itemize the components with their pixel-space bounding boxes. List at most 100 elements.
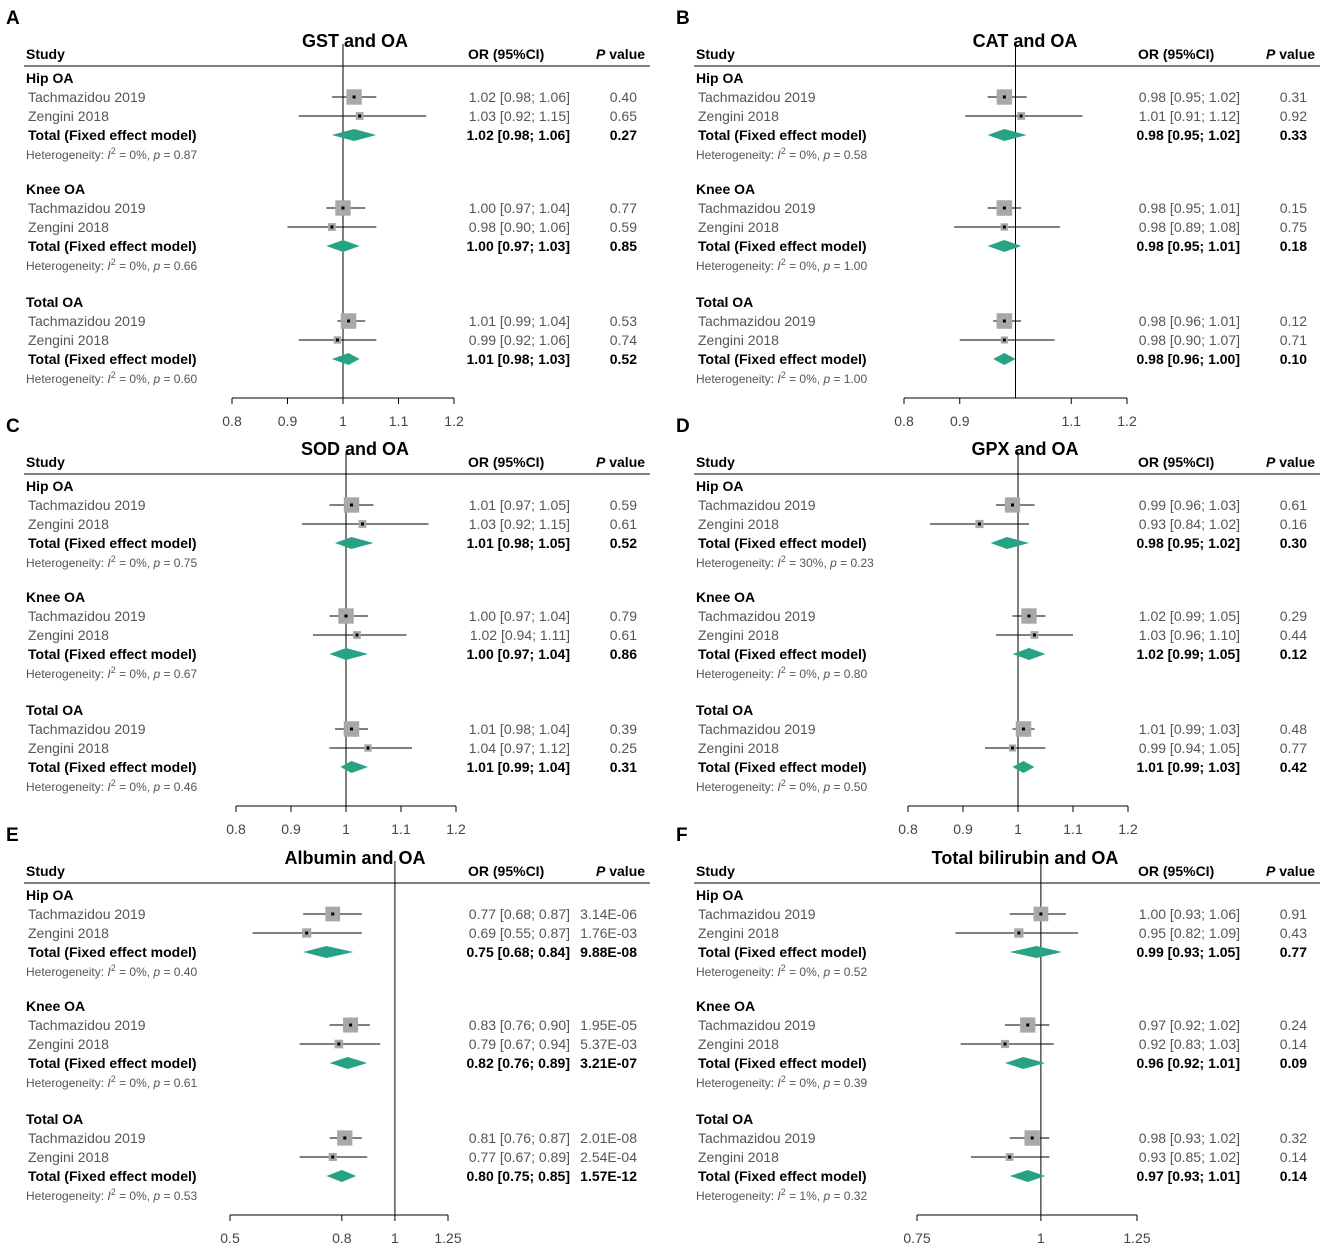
point-estimate: [1003, 339, 1006, 342]
study-or-ci: 0.99 [0.92; 1.06]: [469, 332, 570, 348]
subgroup-heading: Hip OA: [26, 478, 73, 494]
subgroup-heading: Total OA: [696, 702, 753, 718]
point-estimate: [361, 523, 364, 526]
study-name: Zengini 2018: [28, 740, 109, 756]
subgroup-hip-oa: Hip OA Tachmazidou 2019 0.98 [0.95; 1.02] 0…: [696, 70, 1307, 162]
point-estimate: [342, 207, 345, 210]
x-tick-label: 1.2: [444, 413, 464, 429]
header-or: OR (95%CI): [468, 863, 544, 879]
x-tick-label: 1: [342, 821, 350, 837]
summary-diamond: [332, 353, 360, 365]
study-p-value: 0.14: [1280, 1036, 1307, 1052]
subgroup-heading: Hip OA: [696, 478, 743, 494]
total-or-ci: 1.02 [0.98; 1.06]: [466, 127, 570, 143]
study-or-ci: 1.04 [0.97; 1.12]: [469, 740, 570, 756]
study-name: Tachmazidou 2019: [698, 721, 816, 737]
x-tick-label: 1.1: [389, 413, 409, 429]
total-p-value: 0.52: [610, 351, 637, 367]
total-p-value: 0.86: [610, 646, 637, 662]
study-or-ci: 0.98 [0.93; 1.02]: [1139, 1130, 1240, 1146]
study-name: Zengini 2018: [28, 925, 109, 941]
total-p-value: 0.30: [1280, 535, 1307, 551]
total-p-value: 0.52: [610, 535, 637, 551]
header-p-value: P value: [1266, 454, 1315, 470]
study-name: Tachmazidou 2019: [28, 906, 146, 922]
study-p-value: 0.75: [1280, 219, 1307, 235]
total-or-ci: 1.00 [0.97; 1.04]: [466, 646, 570, 662]
heterogeneity: Heterogeneity: I2 = 0%, p = 0.50: [696, 778, 867, 794]
study-p-value: 0.74: [610, 332, 637, 348]
study-p-value: 0.15: [1280, 200, 1307, 216]
point-estimate: [1031, 1137, 1034, 1140]
study-p-value: 3.14E-06: [580, 906, 637, 922]
study-p-value: 0.44: [1280, 627, 1307, 643]
study-or-ci: 1.01 [0.97; 1.05]: [469, 497, 570, 513]
total-or-ci: 0.96 [0.92; 1.01]: [1136, 1055, 1240, 1071]
total-label: Total (Fixed effect model): [698, 1055, 867, 1071]
study-p-value: 0.92: [1280, 108, 1307, 124]
study-name: Tachmazidou 2019: [698, 906, 816, 922]
study-name: Tachmazidou 2019: [28, 1017, 146, 1033]
subgroup-hip-oa: Hip OA Tachmazidou 2019 0.77 [0.68; 0.87] 3…: [26, 887, 637, 979]
study-or-ci: 1.02 [0.94; 1.11]: [470, 627, 570, 643]
study-p-value: 0.77: [1280, 740, 1307, 756]
point-estimate: [1003, 1043, 1006, 1046]
header-p-value: P value: [1266, 863, 1315, 879]
point-estimate: [305, 932, 308, 935]
study-or-ci: 0.81 [0.76; 0.87]: [469, 1130, 570, 1146]
subgroup-total-oa: Total OA Tachmazidou 2019 0.98 [0.93; 1.02…: [696, 1111, 1307, 1203]
x-tick-label: 0.9: [278, 413, 298, 429]
total-label: Total (Fixed effect model): [28, 127, 197, 143]
study-p-value: 1.95E-05: [580, 1017, 637, 1033]
study-or-ci: 0.98 [0.90; 1.06]: [469, 219, 570, 235]
study-or-ci: 1.01 [0.99; 1.03]: [1139, 721, 1240, 737]
study-or-ci: 0.98 [0.89; 1.08]: [1139, 219, 1240, 235]
summary-diamond: [1005, 1057, 1045, 1069]
total-label: Total (Fixed effect model): [28, 759, 197, 775]
total-p-value: 0.18: [1280, 238, 1307, 254]
point-estimate: [330, 226, 333, 229]
study-name: Zengini 2018: [698, 219, 779, 235]
panel-letter: D: [676, 416, 690, 437]
total-or-ci: 0.75 [0.68; 0.84]: [466, 944, 570, 960]
study-name: Zengini 2018: [698, 925, 779, 941]
study-name: Zengini 2018: [698, 332, 779, 348]
subgroup-heading: Knee OA: [26, 181, 85, 197]
total-p-value: 0.12: [1280, 646, 1307, 662]
x-tick-label: 1.25: [434, 1230, 461, 1246]
study-or-ci: 1.00 [0.97; 1.04]: [469, 200, 570, 216]
header-p-value: P value: [1266, 46, 1315, 62]
point-estimate: [1008, 1156, 1011, 1159]
study-p-value: 0.91: [1280, 906, 1307, 922]
total-label: Total (Fixed effect model): [698, 351, 867, 367]
subgroup-total-oa: Total OA Tachmazidou 2019 1.01 [0.98; 1.04…: [26, 702, 637, 794]
x-tick-label: 1.25: [1123, 1230, 1150, 1246]
point-estimate: [358, 115, 361, 118]
study-or-ci: 0.98 [0.90; 1.07]: [1139, 332, 1240, 348]
summary-diamond: [993, 353, 1015, 365]
subgroup-knee-oa: Knee OA Tachmazidou 2019 0.83 [0.76; 0.90]…: [26, 998, 637, 1090]
panel-c: C SOD and OA Study OR (95%CI) P value 0.8 0.9 1…: [6, 416, 650, 837]
x-tick-label: 0.8: [222, 413, 242, 429]
study-or-ci: 0.93 [0.85; 1.02]: [1139, 1149, 1240, 1165]
subgroup-heading: Total OA: [696, 294, 753, 310]
point-estimate: [1022, 728, 1025, 731]
study-name: Tachmazidou 2019: [28, 200, 146, 216]
x-tick-label: 1: [1014, 821, 1022, 837]
point-estimate: [356, 634, 359, 637]
subgroup-heading: Hip OA: [26, 70, 73, 86]
total-p-value: 0.10: [1280, 351, 1307, 367]
heterogeneity: Heterogeneity: I2 = 0%, p = 0.66: [26, 257, 197, 273]
total-p-value: 0.09: [1280, 1055, 1307, 1071]
x-tick-label: 0.9: [950, 413, 970, 429]
study-name: Tachmazidou 2019: [28, 89, 146, 105]
study-p-value: 0.59: [610, 497, 637, 513]
header-study: Study: [696, 863, 735, 879]
total-p-value: 1.57E-12: [580, 1168, 637, 1184]
subgroup-total-oa: Total OA Tachmazidou 2019 1.01 [0.99; 1.03…: [696, 702, 1307, 794]
header-study: Study: [26, 454, 65, 470]
total-or-ci: 1.01 [0.98; 1.03]: [466, 351, 570, 367]
header-study: Study: [696, 454, 735, 470]
subgroup-heading: Knee OA: [696, 589, 755, 605]
total-label: Total (Fixed effect model): [698, 759, 867, 775]
